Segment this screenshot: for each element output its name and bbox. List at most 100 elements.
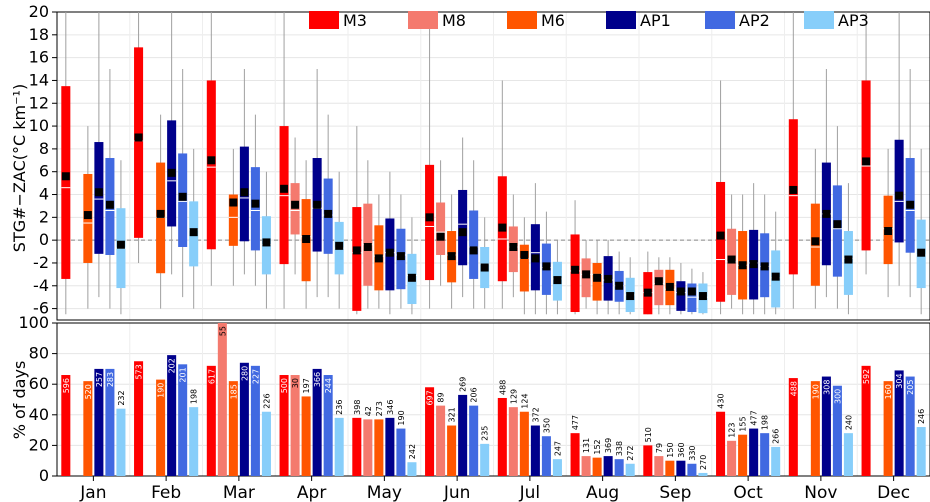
box-mean-marker-M6 xyxy=(374,254,383,263)
bar-M3-Feb xyxy=(134,361,144,476)
bar-count-label: 190 xyxy=(157,383,166,398)
bar-count-label: 697 xyxy=(426,390,435,405)
top-y-tick-label: 2 xyxy=(39,207,49,226)
box-AP1-Sep xyxy=(676,281,686,311)
bottom-y-tick-label: 80 xyxy=(29,344,49,363)
legend-label-AP1: AP1 xyxy=(640,11,671,30)
box-mean-marker-AP1 xyxy=(94,188,103,197)
box-mean-marker-AP3 xyxy=(335,241,344,250)
bar-count-label: 247 xyxy=(553,441,562,456)
bar-AP1-Feb xyxy=(167,355,177,476)
bar-M3-Mar xyxy=(206,365,216,476)
legend-label-M6: M6 xyxy=(541,11,565,30)
box-mean-marker-M8 xyxy=(363,242,372,251)
bar-AP2-Sep xyxy=(687,463,697,476)
bar-M3-Jan xyxy=(61,375,71,476)
bar-count-label: 79 xyxy=(655,443,664,453)
legend-swatch-AP2 xyxy=(705,11,735,29)
bar-count-label: 150 xyxy=(666,442,675,457)
bar-AP2-Dec xyxy=(905,376,915,476)
bar-count-label: 226 xyxy=(262,393,271,408)
box-mean-marker-AP3 xyxy=(116,240,125,249)
boxplot-panel: -6 -4 -2 0 2 4 6 8 10 12 14 16 18 20 xyxy=(29,2,930,321)
bar-AP3-Aug xyxy=(625,463,635,476)
box-mean-marker-AP2 xyxy=(324,209,333,218)
bar-AP3-Jun xyxy=(480,443,490,476)
bar-M8-Oct xyxy=(727,440,737,476)
bar-M6-Oct xyxy=(738,434,748,476)
box-mean-marker-AP1 xyxy=(167,168,176,177)
bottom-panel-frame xyxy=(56,322,930,477)
bar-M6-Apr xyxy=(301,396,311,476)
bar-count-label: 124 xyxy=(520,393,529,408)
box-mean-marker-AP2 xyxy=(178,192,187,201)
box-AP1-Jan xyxy=(94,142,104,254)
top-y-tick-label: 14 xyxy=(29,70,49,89)
bar-AP1-Jul xyxy=(530,425,540,476)
box-mean-marker-AP3 xyxy=(480,263,489,272)
top-y-tick-label: 16 xyxy=(29,48,49,67)
box-mean-marker-M6 xyxy=(811,237,820,246)
bar-M3-Oct xyxy=(716,411,726,476)
box-mean-marker-AP3 xyxy=(844,255,853,264)
legend-swatch-M3 xyxy=(309,11,339,29)
legend-swatch-M8 xyxy=(408,11,438,29)
bar-count-label: 330 xyxy=(688,445,697,460)
box-mean-marker-M3 xyxy=(716,231,725,240)
bar-M6-Dec xyxy=(883,381,893,476)
box-mean-marker-M8 xyxy=(509,242,518,251)
bar-M6-Feb xyxy=(156,379,166,476)
box-mean-marker-AP2 xyxy=(833,220,842,229)
box-mean-marker-AP3 xyxy=(917,248,926,257)
box-mean-marker-M6 xyxy=(447,252,456,261)
bar-M3-Dec xyxy=(861,365,871,476)
bar-count-label: 235 xyxy=(481,426,490,441)
bar-count-label: 321 xyxy=(448,407,457,422)
box-mean-marker-M3 xyxy=(207,156,216,165)
bar-AP3-Jan xyxy=(116,408,126,476)
box-M6-Jul xyxy=(519,244,529,292)
bottom-y-tick-label: 40 xyxy=(29,405,49,424)
bar-count-label: 346 xyxy=(386,400,395,415)
box-mean-marker-AP3 xyxy=(407,273,416,282)
box-M3-Mar xyxy=(206,80,216,250)
box-mean-marker-AP3 xyxy=(262,238,271,247)
box-mean-marker-AP2 xyxy=(469,246,478,255)
bar-AP1-Apr xyxy=(312,368,322,476)
bar-count-label: 269 xyxy=(459,377,468,392)
bar-count-label: 197 xyxy=(302,378,311,393)
box-mean-marker-AP1 xyxy=(313,200,322,209)
bar-M3-Apr xyxy=(279,375,289,476)
bar-count-label: 202 xyxy=(168,358,177,373)
bar-count-label: 488 xyxy=(789,381,798,396)
bar-AP1-Dec xyxy=(894,370,904,476)
x-tick-label-Jul: Jul xyxy=(519,483,541,502)
bar-M6-Sep xyxy=(665,460,675,476)
bar-M8-Jul xyxy=(508,407,518,476)
bar-count-label: 573 xyxy=(135,364,144,379)
box-M3-Nov xyxy=(788,119,798,275)
bar-count-label: 360 xyxy=(677,442,686,457)
legend-swatch-M6 xyxy=(507,11,537,29)
legend-swatch-AP1 xyxy=(606,11,636,29)
bar-count-label: 308 xyxy=(822,380,831,395)
bar-count-label: 155 xyxy=(739,416,748,431)
box-mean-marker-M3 xyxy=(862,157,871,166)
bar-M6-May xyxy=(374,419,384,476)
legend-label-AP2: AP2 xyxy=(739,11,770,30)
box-mean-marker-AP2 xyxy=(760,262,769,271)
bar-AP3-Sep xyxy=(698,472,708,476)
x-tick-label-May: May xyxy=(367,483,402,502)
bottom-y-axis-label: % of days xyxy=(10,361,29,440)
box-mean-marker-AP1 xyxy=(749,260,758,269)
bar-count-label: 500 xyxy=(280,378,289,393)
box-M3-Jan xyxy=(61,86,71,279)
box-mean-marker-M8 xyxy=(727,255,736,264)
legend-label-M3: M3 xyxy=(343,11,367,30)
bar-count-label: 198 xyxy=(190,389,199,404)
bar-count-label: 131 xyxy=(582,438,591,453)
box-mean-marker-M6 xyxy=(229,198,238,207)
bar-AP3-Jul xyxy=(552,459,562,476)
box-mean-marker-M3 xyxy=(352,246,361,255)
x-tick-label-Aug: Aug xyxy=(586,483,619,502)
